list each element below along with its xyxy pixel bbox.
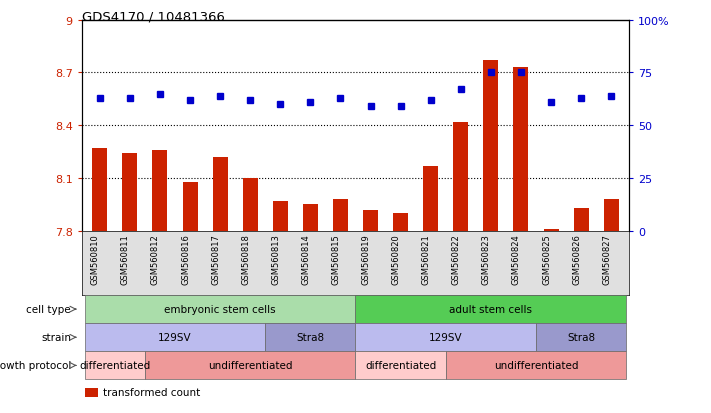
Text: 129SV: 129SV [429,332,463,342]
Text: undifferentiated: undifferentiated [493,361,578,370]
Text: GSM560825: GSM560825 [542,233,551,284]
Text: GSM560814: GSM560814 [301,233,311,284]
Text: GSM560811: GSM560811 [121,233,130,284]
Text: GSM560810: GSM560810 [91,233,100,284]
Bar [604,199,619,231]
Bar [92,149,107,231]
Text: GSM560822: GSM560822 [451,233,461,284]
Text: differentiated: differentiated [79,361,151,370]
Bar [574,209,589,231]
Text: GSM560819: GSM560819 [361,233,370,284]
Bar [273,202,288,231]
Bar [152,150,168,231]
Text: adult stem cells: adult stem cells [449,304,533,314]
Bar [303,205,318,231]
Text: embryonic stem cells: embryonic stem cells [164,304,276,314]
Text: GSM560817: GSM560817 [211,233,220,284]
Bar [242,178,257,231]
Text: Stra8: Stra8 [567,332,595,342]
Text: 129SV: 129SV [159,332,192,342]
Bar [483,61,498,231]
Text: differentiated: differentiated [365,361,437,370]
Text: GDS4170 / 10481366: GDS4170 / 10481366 [82,10,225,23]
Text: GSM560815: GSM560815 [331,233,341,284]
Text: GSM560827: GSM560827 [602,233,611,284]
Text: undifferentiated: undifferentiated [208,361,292,370]
Text: GSM560824: GSM560824 [512,233,521,284]
Text: GSM560816: GSM560816 [181,233,190,284]
Text: GSM560813: GSM560813 [272,233,280,284]
Bar [454,122,469,231]
Bar [122,154,137,231]
Text: cell type: cell type [26,304,71,314]
Text: GSM560820: GSM560820 [392,233,400,284]
Text: GSM560823: GSM560823 [482,233,491,284]
Bar [513,68,528,231]
Bar [393,214,408,231]
Bar [183,182,198,231]
Bar [333,199,348,231]
Text: GSM560818: GSM560818 [241,233,250,284]
Text: transformed count: transformed count [103,387,201,397]
Bar [423,166,438,231]
Text: growth protocol: growth protocol [0,361,71,370]
Text: GSM560821: GSM560821 [422,233,431,284]
Bar [543,230,559,231]
Text: Stra8: Stra8 [296,332,324,342]
Bar [363,210,378,231]
Text: GSM560826: GSM560826 [572,233,581,284]
Bar [213,157,228,231]
Text: strain: strain [41,332,71,342]
Text: GSM560812: GSM560812 [151,233,160,284]
